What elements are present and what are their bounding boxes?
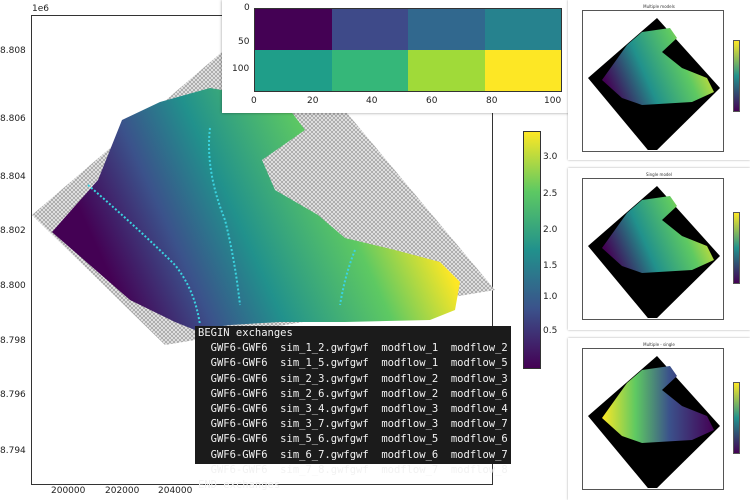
heat-x-tick: 0 [251, 96, 257, 106]
model-domain-map [32, 15, 495, 345]
terminal-line: GWF6-GWF6 sim_3_7.gwfgwf modflow_3 modfl… [198, 418, 508, 431]
terminal-line: GWF6-GWF6 sim_5_6.gwfgwf modflow_5 modfl… [198, 433, 508, 446]
y-tick: 8.802 [0, 226, 26, 236]
terminal-line: GWF6-GWF6 sim_2_3.gwfgwf modflow_2 modfl… [198, 372, 508, 385]
y-tick: 8.794 [0, 446, 26, 456]
y-tick: 8.798 [0, 336, 26, 346]
panel-title: Multiple - single [643, 342, 675, 347]
panel-map [588, 18, 720, 150]
heat-y-tick: 50 [238, 37, 250, 47]
terminal-line: GWF6-GWF6 sim_1_5.gwfgwf modflow_1 modfl… [198, 357, 508, 370]
y-tick: 8.806 [0, 114, 26, 124]
panel-multiple-minus-single: Multiple - single [568, 338, 750, 500]
y-tick: 8.804 [0, 172, 26, 182]
terminal-line: GWF6-GWF6 sim_6_7.gwfgwf modflow_6 modfl… [198, 448, 508, 461]
colorbar-tick: 2.0 [543, 225, 558, 235]
heat-x-tick: 80 [486, 96, 498, 106]
terminal-line: END exchanges [198, 479, 281, 492]
panel-multiple-models: Multiple models [568, 0, 750, 160]
terminal-line: BEGIN exchanges [198, 327, 293, 339]
panel-colorbar [733, 382, 740, 454]
head-surface [52, 88, 460, 330]
x-tick: 200000 [51, 486, 86, 496]
boundary-line [87, 184, 201, 326]
exchange-heatmap: 0 50 100 0 20 40 60 80 100 [222, 0, 570, 113]
heat-cell [331, 9, 408, 50]
heat-cell [408, 50, 485, 91]
heat-x-tick: 60 [426, 96, 438, 106]
exchanges-terminal: BEGIN exchanges GWF6-GWF6 sim_1_2.gwfgwf… [195, 326, 511, 491]
heat-cell [408, 9, 485, 50]
y-exponent: 1e6 [32, 4, 49, 14]
heat-grid [254, 8, 562, 92]
panel-map [588, 356, 720, 488]
heat-cell [331, 50, 408, 91]
terminal-line: GWF6-GWF6 sim_1_2.gwfgwf modflow_1 modfl… [198, 342, 508, 355]
heat-x-tick: 100 [544, 96, 562, 106]
panel-single-model: Single model [568, 168, 750, 330]
panel-axes [582, 10, 724, 152]
panel-colorbar [733, 212, 740, 284]
heat-cell [255, 9, 332, 50]
terminal-line: GWF6-GWF6 sim_7_8.gwfgwf modflow_7 modfl… [198, 463, 508, 476]
heat-cell [484, 9, 561, 50]
panel-colorbar [733, 40, 740, 112]
heat-y-tick: 100 [232, 64, 250, 74]
panel-map [588, 186, 720, 318]
boundary-line [339, 249, 356, 306]
panel-axes [582, 348, 724, 490]
terminal-line: GWF6-GWF6 sim_3_4.gwfgwf modflow_3 modfl… [198, 403, 508, 416]
heat-x-tick: 40 [366, 96, 378, 106]
heat-x-tick: 20 [307, 96, 319, 106]
terminal-line: GWF6-GWF6 sim_2_6.gwfgwf modflow_2 modfl… [198, 387, 508, 400]
heat-cell [255, 50, 332, 91]
colorbar-tick: 1.5 [543, 261, 558, 271]
panel-title: Multiple models [643, 4, 675, 9]
x-tick: 202000 [105, 486, 140, 496]
colorbar-tick: 2.5 [543, 189, 558, 199]
x-tick: 204000 [158, 486, 193, 496]
y-tick: 8.808 [0, 46, 26, 56]
colorbar-tick: 0.5 [543, 326, 558, 336]
main-plot: 1e6 8.808 8.806 8.804 8.802 8.800 8.798 … [0, 4, 558, 496]
panel-title: Single model [645, 172, 673, 177]
heat-cell [484, 50, 561, 91]
boundary-line [208, 127, 241, 306]
colorbar [523, 131, 541, 369]
colorbar-tick: 1.0 [543, 292, 558, 302]
panel-axes [582, 178, 724, 320]
y-tick: 8.796 [0, 390, 26, 400]
y-tick: 8.800 [0, 281, 26, 291]
colorbar-tick: 3.0 [543, 152, 558, 162]
heat-y-tick: 0 [244, 3, 250, 13]
